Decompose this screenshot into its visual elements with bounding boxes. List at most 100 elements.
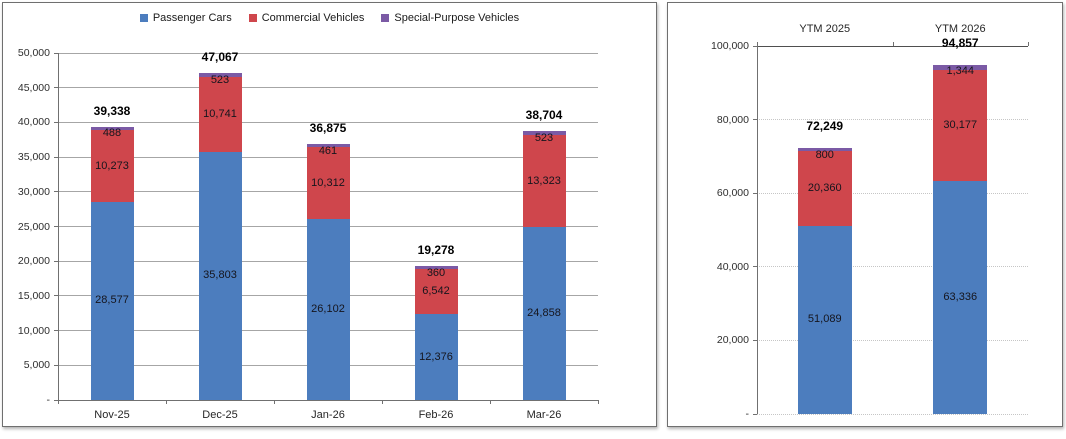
bar-total-label: 47,067 xyxy=(201,50,239,65)
bar-segment-value-label: 35,803 xyxy=(203,269,237,282)
bar-total-label: 19,278 xyxy=(417,243,455,258)
bar-total-label: 39,338 xyxy=(93,103,131,118)
y-axis-tick xyxy=(753,339,757,341)
category-axis-tick xyxy=(598,400,599,404)
category-axis-label: Jan-26 xyxy=(311,409,345,421)
y-axis-tick-label: 40,000 xyxy=(17,116,50,129)
y-axis-tick-label: - xyxy=(46,394,51,406)
y-axis-tick-label: 20,000 xyxy=(716,334,749,347)
y-axis-tick-label: 45,000 xyxy=(17,81,50,94)
bar-segment-value-label: 800 xyxy=(815,148,834,161)
category-axis-tick xyxy=(892,42,894,46)
gridline xyxy=(757,192,1028,194)
bar-segment-special-purpose-vehicles xyxy=(306,144,350,148)
category-axis-label: Nov-25 xyxy=(94,409,130,421)
y-axis-tick-label: 80,000 xyxy=(716,113,749,126)
category-axis-tick xyxy=(1028,42,1029,46)
bar-segment-value-label: 488 xyxy=(102,127,122,140)
legend-swatch-icon xyxy=(381,14,390,22)
bar-segment-special-purpose-vehicles xyxy=(797,148,852,152)
y-axis-tick-label: 20,000 xyxy=(17,255,50,268)
y-axis-tick-label: 40,000 xyxy=(716,260,749,273)
legend-item-passenger-cars: Passenger Cars xyxy=(139,12,232,24)
bar-segment-value-label: 26,102 xyxy=(311,302,345,315)
category-axis-tick xyxy=(757,42,758,46)
gridline xyxy=(58,87,598,89)
legend-item-special-purpose-vehicles: Special-Purpose Vehicles xyxy=(381,12,519,24)
y-axis-tick xyxy=(54,121,58,123)
bar-segment-value-label: 20,360 xyxy=(807,182,842,195)
legend-swatch-icon xyxy=(139,14,148,22)
y-axis-tick xyxy=(54,295,58,297)
gridline xyxy=(757,339,1028,341)
bar-segment-special-purpose-vehicles xyxy=(90,126,134,131)
y-axis-tick xyxy=(753,413,757,415)
bar-segment-passenger-cars xyxy=(90,201,134,400)
bar-segment-special-purpose-vehicles xyxy=(933,64,988,70)
bar-total-label: 38,704 xyxy=(525,108,563,123)
y-axis-line xyxy=(757,46,758,414)
category-axis-label: YTM 2025 xyxy=(799,23,851,35)
bar-segment-value-label: 10,312 xyxy=(311,176,345,189)
bar-segment-passenger-cars xyxy=(522,227,566,400)
category-axis-label: Mar-26 xyxy=(526,409,562,421)
bar-segment-passenger-cars xyxy=(797,225,852,414)
y-axis-tick-label: 10,000 xyxy=(17,324,50,337)
chart-legend: Passenger Cars Commercial Vehicles Special… xyxy=(3,9,656,27)
bar-segment-value-label: 461 xyxy=(318,144,338,157)
gridline xyxy=(757,413,1028,415)
y-axis-tick-label: 60,000 xyxy=(716,187,749,200)
category-axis-tick xyxy=(490,400,491,404)
gridline xyxy=(58,52,598,54)
bar-segment-value-label: 523 xyxy=(534,131,554,144)
bar-segment-commercial-vehicles xyxy=(933,69,988,181)
ytm-chart-panel: - 20,000 40,000 60,000 80,000 100,000 51,089 20… xyxy=(667,2,1063,427)
bar-segment-passenger-cars xyxy=(306,218,350,400)
bar-total-label: 36,875 xyxy=(309,121,347,136)
bar-segment-passenger-cars xyxy=(414,314,458,400)
legend-label: Special-Purpose Vehicles xyxy=(394,12,520,24)
monthly-chart: - 5,000 10,000 15,000 20,000 25,000 30,000 35,0… xyxy=(3,3,656,426)
bar-segment-value-label: 51,089 xyxy=(807,313,842,326)
bar-segment-commercial-vehicles xyxy=(90,130,134,202)
y-axis-tick xyxy=(54,364,58,366)
y-axis-tick-label: 5,000 xyxy=(23,359,50,372)
y-axis-tick-label: - xyxy=(745,408,750,420)
legend-label: Passenger Cars xyxy=(152,12,232,24)
bar-segment-commercial-vehicles xyxy=(797,151,852,226)
bar-segment-value-label: 63,336 xyxy=(943,290,978,303)
bar-segment-value-label: 28,577 xyxy=(95,294,129,307)
bar-segment-value-label: 13,323 xyxy=(527,174,561,187)
y-axis-tick xyxy=(753,192,757,194)
y-axis-tick xyxy=(54,191,58,193)
bar-segment-special-purpose-vehicles xyxy=(522,131,566,136)
gridline xyxy=(58,121,598,123)
y-axis-tick xyxy=(54,156,58,158)
monthly-chart-panel: Passenger Cars Commercial Vehicles Special… xyxy=(2,2,657,427)
bar-segment-value-label: 10,273 xyxy=(95,159,129,172)
y-axis-tick xyxy=(54,52,58,54)
bar-segment-value-label: 30,177 xyxy=(943,118,978,131)
category-axis-label: YTM 2026 xyxy=(934,23,986,35)
bar-segment-value-label: 1,344 xyxy=(946,65,975,78)
y-axis-tick-label: 15,000 xyxy=(17,289,50,302)
y-axis-tick xyxy=(753,45,757,47)
y-axis-tick xyxy=(753,266,757,268)
y-axis-tick xyxy=(54,260,58,262)
bar-segment-commercial-vehicles xyxy=(522,135,566,228)
bar-segment-value-label: 523 xyxy=(210,73,230,86)
y-axis-tick-label: 35,000 xyxy=(17,151,50,164)
bar-segment-commercial-vehicles xyxy=(414,268,458,315)
bar-segment-passenger-cars xyxy=(933,180,988,414)
bar-total-label: 72,249 xyxy=(806,119,844,134)
bar-total-label: 94,857 xyxy=(941,35,979,50)
category-axis-tick xyxy=(382,400,383,404)
y-axis-tick-label: 50,000 xyxy=(17,47,50,59)
bar-segment-value-label: 6,542 xyxy=(422,284,450,297)
category-axis-label: Feb-26 xyxy=(418,409,454,421)
y-axis-tick-label: 100,000 xyxy=(711,40,749,52)
gridline xyxy=(58,399,598,401)
legend-label: Commercial Vehicles xyxy=(261,12,365,24)
gridline xyxy=(757,119,1028,121)
category-axis-label: Dec-25 xyxy=(202,409,238,421)
